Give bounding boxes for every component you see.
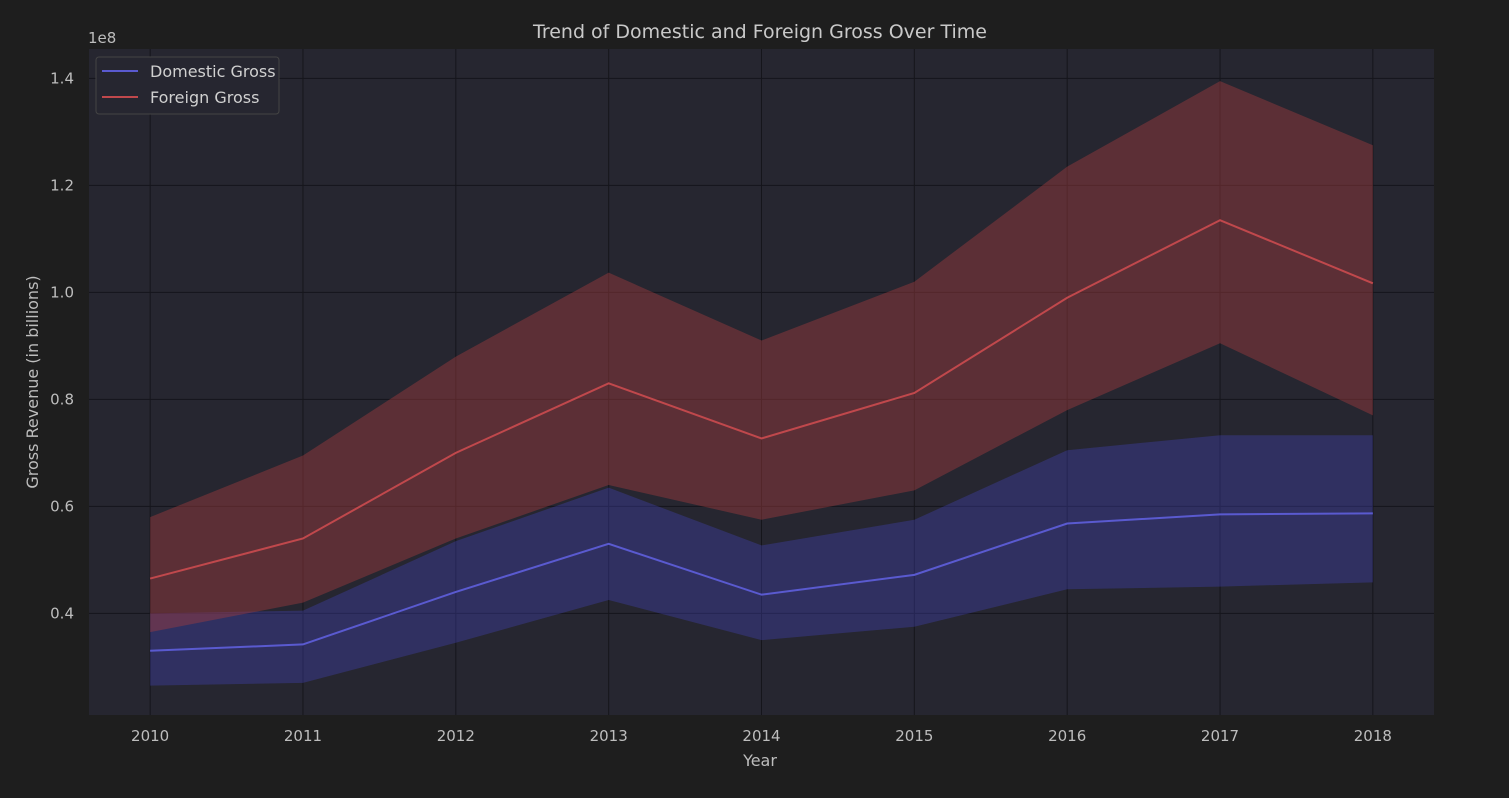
y-tick-label: 1.0 <box>50 283 74 301</box>
y-axis-offset-label: 1e8 <box>88 29 116 47</box>
chart-title: Trend of Domestic and Foreign Gross Over… <box>532 21 987 43</box>
y-axis-ticks: 0.4 0.6 0.8 1.0 1.2 1.4 <box>50 69 74 622</box>
series-line-foreign <box>149 219 1374 580</box>
x-tick-label: 2013 <box>590 727 628 745</box>
x-axis-label: Year <box>742 751 777 770</box>
x-tick-label: 2012 <box>437 727 475 745</box>
x-tick-label: 2011 <box>284 727 322 745</box>
x-tick-label: 2017 <box>1201 727 1239 745</box>
grid-lines <box>89 49 1434 715</box>
x-tick-label: 2016 <box>1048 727 1086 745</box>
y-tick-label: 1.4 <box>50 69 74 87</box>
x-tick-label: 2018 <box>1354 727 1392 745</box>
series-line-domestic <box>150 512 1373 652</box>
ci-band-foreign <box>150 81 1373 633</box>
legend-box <box>95 56 280 115</box>
confidence-bands <box>150 81 1373 686</box>
y-tick-label: 0.6 <box>50 497 74 515</box>
x-tick-label: 2015 <box>895 727 933 745</box>
ci-band-domestic <box>150 435 1373 686</box>
y-axis-label: Gross Revenue (in billions) <box>23 275 42 488</box>
y-tick-label: 0.4 <box>50 604 74 622</box>
legend-label-domestic: Domestic Gross <box>150 62 276 81</box>
y-tick-label: 0.8 <box>50 390 74 408</box>
y-tick-label: 1.2 <box>50 176 74 194</box>
x-tick-label: 2010 <box>131 727 169 745</box>
x-axis-ticks: 2010 2011 2012 2013 2014 2015 2016 2017 2018 <box>131 727 1392 745</box>
series-lines <box>149 219 1374 652</box>
x-tick-label: 2014 <box>742 727 780 745</box>
legend: Domestic Gross Foreign Gross <box>95 56 280 115</box>
legend-label-foreign: Foreign Gross <box>150 88 259 107</box>
